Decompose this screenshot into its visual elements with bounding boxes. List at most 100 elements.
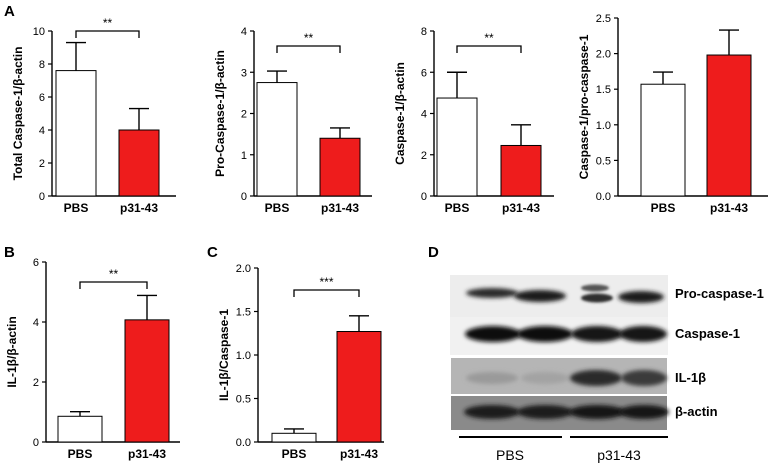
bar-p31-43 <box>336 331 382 443</box>
y-tick-label: 2.5 <box>596 13 611 25</box>
y-tick-label: 10 <box>33 26 45 38</box>
y-tick-label: 3 <box>241 67 247 79</box>
band <box>466 372 518 384</box>
bar-pbs <box>55 70 97 197</box>
significance-label: *** <box>319 275 333 289</box>
band <box>465 326 521 342</box>
bar-pbs <box>436 97 478 197</box>
bar-p31-43 <box>118 129 160 197</box>
chart-il1b-actin: 0 2 4 6 IL-1β/β-actin PBS p31-43 ** <box>5 257 180 461</box>
chart-caspase1-ratio: 0.0 0.5 1.0 1.5 2.0 2.5 Caspase-1/pro-caspase-… <box>577 13 768 215</box>
significance-label: ** <box>304 31 314 45</box>
y-tick-label: 0 <box>421 191 427 203</box>
panel-label-b: B <box>4 244 15 261</box>
band <box>571 326 623 342</box>
y-axis-label: Total Caspase-1/β-actin <box>11 47 25 181</box>
chart-total-caspase1: 0 2 4 6 8 10 Total Caspase-1/β-actin PBS p31-43 *… <box>11 16 176 215</box>
band <box>619 405 669 419</box>
category-label: p31-43 <box>120 201 158 215</box>
category-label: PBS <box>68 447 93 461</box>
category-label: p31-43 <box>128 447 166 461</box>
y-tick-label: 6 <box>39 92 45 104</box>
band <box>618 291 664 303</box>
y-tick-label: 1.5 <box>596 84 611 96</box>
bar-pbs <box>271 432 317 443</box>
y-tick-label: 1.0 <box>236 350 251 362</box>
panel-label-a: A <box>4 3 15 20</box>
band <box>521 372 569 384</box>
category-label: PBS <box>445 201 470 215</box>
y-tick-label: 0.5 <box>236 394 251 406</box>
chart-caspase1: 0 2 4 6 8 Caspase-1/β-actin PBS p31-43 ** <box>393 26 554 215</box>
y-tick-label: 0 <box>33 437 39 449</box>
category-label: PBS <box>282 447 307 461</box>
category-label: p31-43 <box>340 447 378 461</box>
y-tick-label: 8 <box>421 26 427 38</box>
panel-label-d: D <box>428 244 439 261</box>
y-tick-label: 1.0 <box>596 120 611 132</box>
y-axis-label: Caspase-1/β-actin <box>393 62 407 165</box>
y-tick-label: 2 <box>421 150 427 162</box>
category-label: p31-43 <box>321 201 359 215</box>
y-axis-label: Pro-Caspase-1/β-actin <box>213 50 227 177</box>
significance-bracket <box>79 281 148 289</box>
blot-label-actin: β-actin <box>675 404 718 419</box>
band <box>466 288 518 298</box>
y-tick-label: 6 <box>421 67 427 79</box>
bar-pbs <box>57 415 103 443</box>
category-label: p31-43 <box>502 201 540 215</box>
y-tick-label: 0 <box>39 191 45 203</box>
y-tick-label: 4 <box>421 109 427 121</box>
blot-label-caspase1: Caspase-1 <box>675 326 740 341</box>
y-tick-label: 0.5 <box>596 155 611 167</box>
band <box>581 284 609 292</box>
y-tick-label: 4 <box>241 26 247 38</box>
y-axis-label: IL-1β/Caspase-1 <box>217 309 231 401</box>
y-tick-label: 2.0 <box>596 49 611 61</box>
bar-p31-43 <box>706 54 752 197</box>
band <box>464 405 520 419</box>
chart-pro-caspase1: 0 1 2 3 4 Pro-Caspase-1/β-actin PBS p31-43 ** <box>213 26 372 215</box>
y-tick-label: 2 <box>241 109 247 121</box>
y-tick-label: 0 <box>241 191 247 203</box>
band <box>581 293 613 303</box>
bar-pbs <box>640 83 686 197</box>
band <box>514 290 566 302</box>
category-label: p31-43 <box>710 201 748 215</box>
band <box>621 370 667 386</box>
bar-p31-43 <box>124 319 170 443</box>
y-tick-label: 4 <box>39 125 45 137</box>
significance-label: ** <box>103 16 113 30</box>
group-label-pbs: PBS <box>496 447 524 463</box>
bar-p31-43 <box>500 144 542 197</box>
western-blot: Pro-caspase-1 Caspase-1 IL-1β β-actin PB… <box>450 275 764 463</box>
significance-bracket <box>456 45 522 53</box>
y-tick-label: 2 <box>39 158 45 170</box>
y-axis-label: Caspase-1/pro-caspase-1 <box>577 34 591 179</box>
y-tick-label: 0.0 <box>236 437 251 449</box>
significance-bracket <box>75 30 140 38</box>
y-tick-label: 1 <box>241 150 247 162</box>
y-tick-label: 8 <box>39 59 45 71</box>
bar-p31-43 <box>319 137 361 197</box>
band <box>517 326 573 342</box>
y-tick-label: 4 <box>33 317 39 329</box>
group-label-p31-43: p31-43 <box>597 447 641 463</box>
category-label: PBS <box>265 201 290 215</box>
significance-label: ** <box>109 267 119 281</box>
y-tick-label: 1.5 <box>236 307 251 319</box>
blot-label-il1b: IL-1β <box>675 370 706 385</box>
band <box>517 405 573 419</box>
significance-bracket <box>293 289 360 297</box>
y-axis-label: IL-1β/β-actin <box>5 316 19 387</box>
band <box>569 405 625 419</box>
significance-bracket <box>276 45 341 53</box>
y-tick-label: 6 <box>33 257 39 269</box>
blot-label-pro-caspase1: Pro-caspase-1 <box>675 286 764 301</box>
bar-pbs <box>256 82 298 197</box>
y-tick-label: 0.0 <box>596 191 611 203</box>
category-label: PBS <box>651 201 676 215</box>
y-tick-label: 2.0 <box>236 263 251 275</box>
panel-label-c: C <box>207 244 218 261</box>
